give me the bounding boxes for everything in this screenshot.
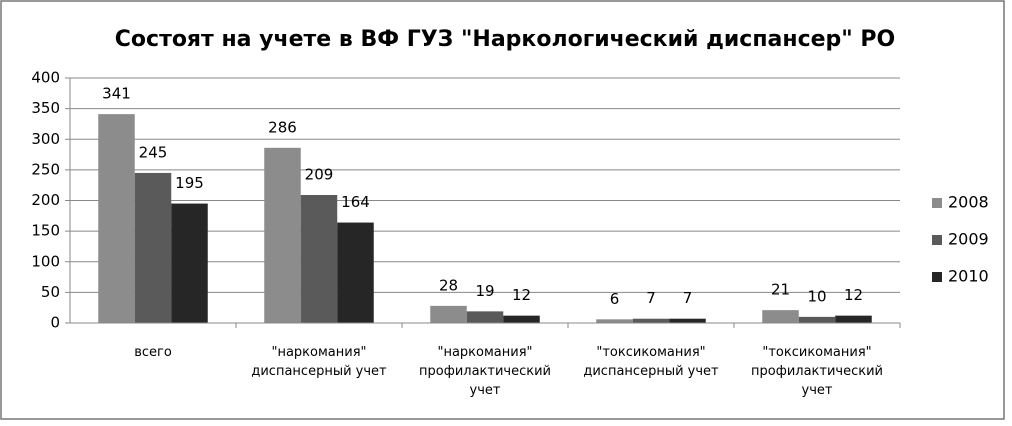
y-tick-label: 200 — [31, 191, 60, 209]
x-tick-label: "токсикомания" диспансерный учет — [583, 345, 719, 379]
bar — [171, 203, 208, 323]
value-label: 19 — [475, 282, 494, 300]
value-label: 245 — [139, 143, 168, 161]
value-label: 21 — [771, 281, 790, 299]
bar — [98, 114, 135, 323]
bar — [596, 319, 633, 323]
x-tick-label: "токсикомания" профилактический учет — [751, 345, 883, 398]
legend-swatch — [932, 272, 942, 282]
value-label: 12 — [512, 286, 531, 304]
bar — [300, 194, 338, 323]
bar — [264, 147, 301, 323]
value-label: 6 — [610, 290, 620, 308]
x-tick-label: всего — [134, 345, 172, 360]
bar — [134, 172, 172, 323]
bar — [337, 222, 374, 323]
value-label: 12 — [844, 286, 863, 304]
legend-label: 2010 — [948, 267, 989, 286]
x-tick-label: "наркомания" диспансерный учет — [251, 345, 387, 379]
y-tick-label: 300 — [31, 130, 60, 148]
value-label: 7 — [646, 289, 656, 307]
value-label: 164 — [341, 193, 370, 211]
y-tick-label: 100 — [31, 252, 60, 270]
legend-label: 2008 — [948, 193, 989, 212]
bar — [632, 318, 670, 323]
chart-title: Состоят на учете в ВФ ГУЗ "Наркологическ… — [115, 27, 895, 52]
y-tick-label: 400 — [31, 69, 60, 87]
x-tick-label: "наркомания" профилактический учет — [419, 345, 551, 398]
bar — [503, 315, 540, 323]
y-tick-label: 350 — [31, 99, 60, 117]
bar — [669, 318, 706, 323]
bar — [430, 305, 467, 323]
y-tick-label: 150 — [31, 222, 60, 240]
value-label: 341 — [102, 85, 131, 103]
bar — [798, 316, 836, 323]
y-tick-label: 250 — [31, 160, 60, 178]
y-tick-label: 0 — [50, 314, 60, 332]
value-label: 195 — [175, 174, 204, 192]
legend-swatch — [932, 235, 942, 245]
legend-label: 2009 — [948, 230, 989, 249]
y-tick-label: 50 — [41, 283, 60, 301]
value-label: 28 — [439, 276, 458, 294]
bar — [466, 311, 504, 323]
bar — [762, 310, 799, 323]
value-label: 286 — [268, 118, 297, 136]
legend-swatch — [932, 198, 942, 208]
value-label: 7 — [683, 289, 693, 307]
bar — [835, 315, 872, 323]
value-label: 209 — [305, 165, 334, 183]
value-label: 10 — [807, 287, 826, 305]
